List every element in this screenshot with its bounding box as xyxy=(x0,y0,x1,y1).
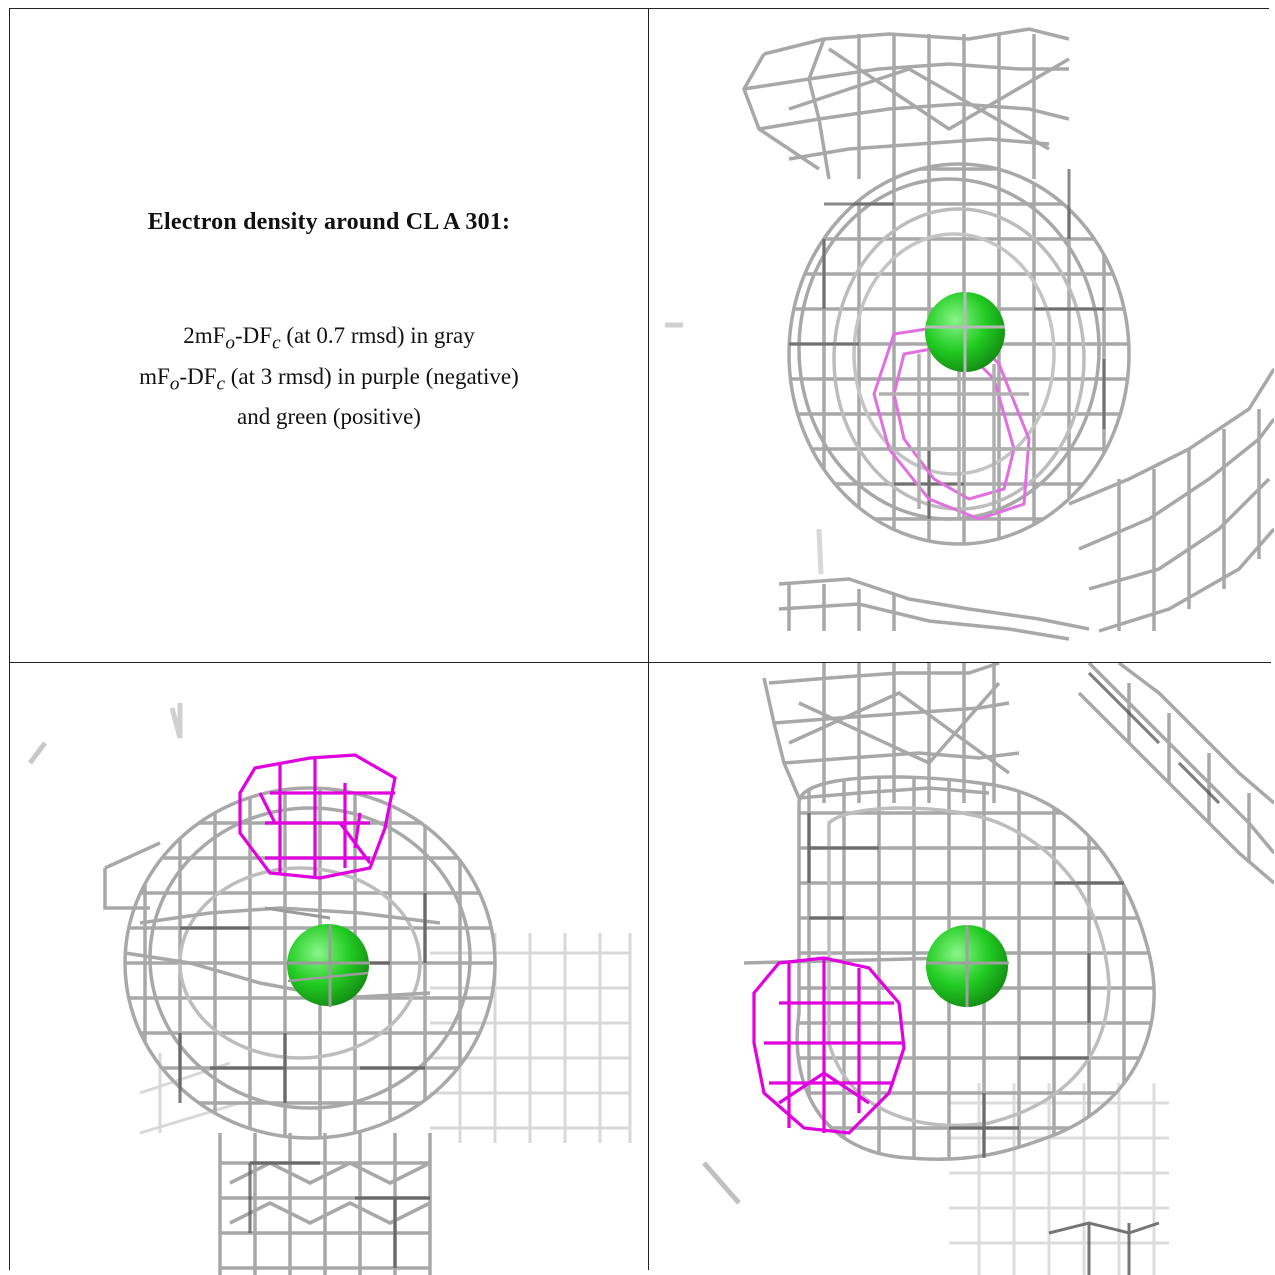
figure-frame xyxy=(9,8,1269,1270)
caption-title: Electron density around CL A 301: xyxy=(147,209,511,235)
panel-divider-horizontal xyxy=(9,662,1271,663)
cl-atom-sphere-2 xyxy=(287,924,369,1006)
density-view-2 xyxy=(10,663,648,1275)
density-mesh-view-2 xyxy=(28,703,632,1275)
legend-line-fofc: mFo-DFc (at 3 rmsd) in purple (negative) xyxy=(139,363,519,395)
density-view-3 xyxy=(649,663,1274,1275)
panel-divider-vertical xyxy=(648,8,649,1270)
caption-legend: 2mFo-DFc (at 0.7 rmsd) in gray mFo-DFc (… xyxy=(10,319,648,433)
density-mesh-view-3 xyxy=(702,663,1274,1275)
density-view-1 xyxy=(649,9,1274,662)
density-mesh-view-1 xyxy=(665,27,1274,641)
caption-panel: Electron density around CL A 301: 2mFo-D… xyxy=(10,9,648,662)
legend-line-positive: and green (positive) xyxy=(237,404,421,430)
legend-line-2fofc: 2mFo-DFc (at 0.7 rmsd) in gray xyxy=(183,323,475,354)
